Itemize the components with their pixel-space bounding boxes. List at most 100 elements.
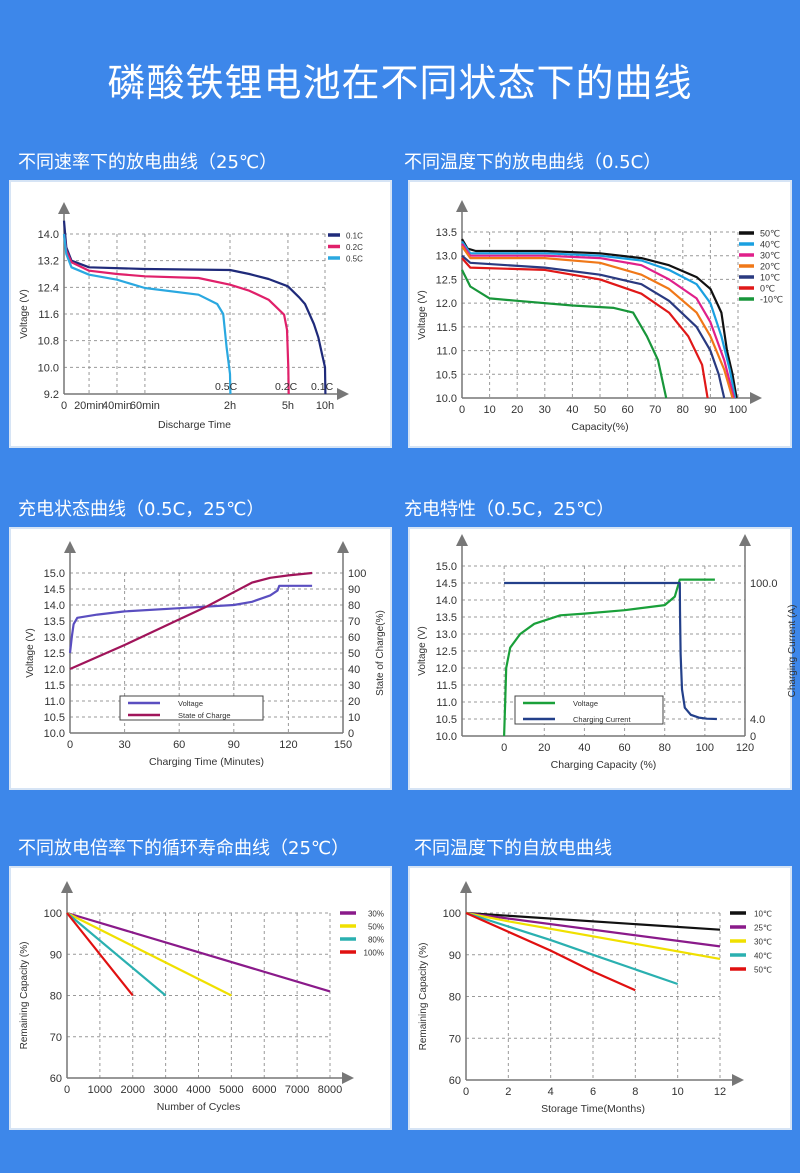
y-tick-label: 13.5	[436, 227, 457, 239]
y2-tick-label: 50	[348, 648, 360, 660]
heading-charge-state: 充电状态曲线（0.5C，25℃）	[18, 499, 265, 520]
y-tick-label: 14.0	[436, 595, 457, 607]
y-axis-label: Remaining Capacity (%)	[418, 943, 429, 1051]
x-tick-label: 120	[736, 742, 754, 754]
y-axis-label: Remaining Capacity (%)	[19, 942, 30, 1050]
y2-tick-label: 60	[348, 632, 360, 644]
x-tick-label: 20min	[74, 400, 104, 412]
y2-tick-label: 40	[348, 664, 360, 676]
y-tick-label: 11.5	[44, 680, 65, 692]
y-tick-label: 11.0	[436, 346, 457, 358]
legend-label: 30%	[368, 910, 384, 919]
y-tick-label: 10.0	[38, 362, 59, 374]
y2-tick-label: 4.0	[750, 714, 765, 726]
legend-label: 30℃	[754, 938, 772, 947]
y-tick-label: 12.0	[436, 298, 457, 310]
series-line-1	[461, 240, 737, 399]
legend-label: Voltage	[178, 699, 203, 708]
x-tick-label: 2h	[224, 400, 236, 412]
x-tick-label: 100	[729, 404, 747, 416]
y-tick-label: 10.8	[38, 336, 59, 348]
series-line-5	[461, 257, 709, 399]
y-tick-label: 15.0	[436, 561, 457, 573]
series-line-2	[66, 912, 167, 997]
y2-tick-label: 80	[348, 600, 360, 612]
x-axis-label: Number of Cycles	[157, 1101, 240, 1113]
y-tick-label: 10.0	[436, 731, 457, 743]
chart-panel-discharge-rate: 9.2 10.0 10.8 11.6 12.4 13.2 14.0 0 20min 40min 60…	[9, 180, 392, 448]
series-line-4	[465, 911, 636, 992]
series-line-2	[461, 243, 735, 399]
y2-tick-label: 100.0	[750, 578, 778, 590]
x-tick-label: 60	[621, 404, 633, 416]
y-axis-label: Voltage (V)	[417, 290, 428, 339]
x-axis-label: Charging Capacity (%)	[551, 759, 657, 771]
x-axis-label: Storage Time(Months)	[541, 1103, 645, 1115]
x-tick-label: 10h	[316, 400, 334, 412]
y2-tick-label: 0	[750, 731, 756, 743]
legend-label: 100%	[364, 949, 384, 958]
curve-annotation: 0.2C	[275, 381, 298, 393]
y-tick-label: 10.0	[44, 728, 65, 740]
legend-label: 30℃	[760, 251, 780, 261]
x-tick-label: 40	[566, 404, 578, 416]
x-tick-label: 6000	[252, 1084, 276, 1096]
legend-label: 0℃	[760, 284, 775, 294]
charge-state-chart: 10.0 10.5 11.0 11.5 12.0 12.5 13.0 13.5 14.0 14.5…	[25, 541, 386, 768]
legend-label: 80%	[368, 936, 384, 945]
chart-panel-charge-characteristics: 10.0 10.5 11.0 11.5 12.0 12.5 13.0 13.5 14.0 14.5…	[408, 527, 798, 790]
y-tick-label: 14.5	[436, 578, 457, 590]
legend-label: State of Charge	[178, 711, 231, 720]
series-line-1	[66, 912, 232, 997]
y-tick-label: 15.0	[44, 568, 65, 580]
legend-label: 40℃	[754, 952, 772, 961]
x-tick-label: 3000	[153, 1084, 177, 1096]
x-tick-label: 80	[659, 742, 671, 754]
y-tick-label: 14.5	[44, 584, 65, 596]
legend-label: 10℃	[760, 273, 780, 283]
legend-label: Voltage	[573, 699, 598, 708]
x-tick-label: 40	[578, 742, 590, 754]
y-tick-label: 11.5	[436, 322, 457, 334]
heading-discharge-rate: 不同速率下的放电曲线（25℃）	[18, 152, 278, 173]
y-tick-label: 10.0	[436, 393, 457, 405]
chart-panel-charge-state: 10.0 10.5 11.0 11.5 12.0 12.5 13.0 13.5 14.0 14.5…	[9, 527, 392, 790]
y-tick-label: 12.0	[436, 663, 457, 675]
x-tick-label: 0	[501, 742, 507, 754]
y-axis-label: Voltage (V)	[417, 626, 428, 675]
y-tick-label: 13.0	[44, 632, 65, 644]
x-tick-label: 5000	[219, 1084, 243, 1096]
x-tick-label: 20	[511, 404, 523, 416]
legend-label: 10℃	[754, 910, 772, 919]
self-discharge-chart: 60 70 80 90 100 0 2 4 6 8 10 12 Storage Time(Months)…	[418, 881, 772, 1115]
legend-label: 50℃	[760, 229, 780, 239]
y2-tick-label: 30	[348, 680, 360, 692]
x-tick-label: 4000	[186, 1084, 210, 1096]
y-tick-label: 11.0	[44, 696, 65, 708]
chart-panel-self-discharge: 60 70 80 90 100 0 2 4 6 8 10 12 Storage Time(Months)…	[408, 866, 792, 1130]
heading-cycle-life: 不同放电倍率下的循环寿命曲线（25℃）	[18, 838, 350, 859]
x-tick-label: 80	[677, 404, 689, 416]
y-tick-label: 90	[449, 950, 461, 962]
x-axis-label: Discharge Time	[158, 419, 231, 431]
y-tick-label: 80	[50, 991, 62, 1003]
series-line-1	[69, 571, 313, 671]
y-axis-label: Voltage (V)	[19, 289, 30, 338]
x-tick-label: 120	[279, 739, 297, 751]
y-tick-label: 60	[50, 1073, 62, 1085]
legend-label: 0.2C	[346, 243, 363, 252]
x-tick-label: 6	[590, 1086, 596, 1098]
y-tick-label: 14.0	[44, 600, 65, 612]
y-tick-label: 10.5	[436, 714, 457, 726]
series-line-0	[62, 220, 327, 395]
x-tick-label: 1000	[88, 1084, 112, 1096]
series-line-3	[461, 245, 734, 399]
x-tick-label: 60	[618, 742, 630, 754]
x-tick-label: 0	[67, 739, 73, 751]
y-tick-label: 12.5	[436, 646, 457, 658]
y-tick-label: 80	[449, 992, 461, 1004]
y-tick-label: 70	[50, 1032, 62, 1044]
y-tick-label: 12.5	[44, 648, 65, 660]
x-tick-label: 30	[118, 739, 130, 751]
y-tick-label: 13.0	[436, 251, 457, 263]
